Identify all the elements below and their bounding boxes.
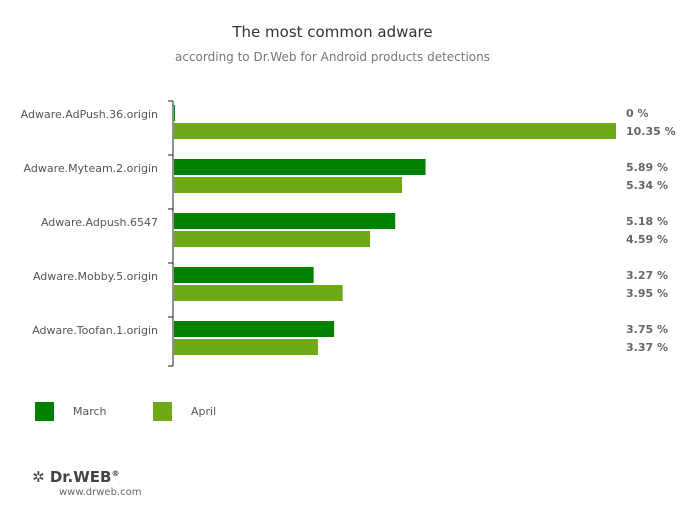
legend-swatch-march <box>35 402 54 421</box>
data-label: 3.27 % <box>626 269 668 282</box>
drweb-logo: ✲ Dr.WEB® <box>32 468 119 486</box>
category-label: Adware.Myteam.2.origin <box>24 162 158 175</box>
data-label: 5.18 % <box>626 215 668 228</box>
brand-name: Dr.WEB <box>49 468 112 486</box>
chart-subtitle: according to Dr.Web for Android products… <box>175 50 490 64</box>
plot-area: Adware.AdPush.36.origin 0 % 10.35 % Adware.… <box>21 100 676 367</box>
data-label: 3.95 % <box>626 287 668 300</box>
bar-march <box>174 213 396 229</box>
category-label: Adware.Adpush.6547 <box>41 216 158 229</box>
data-label: 10.35 % <box>626 125 676 138</box>
bar-april <box>174 231 371 247</box>
category-label: Adware.Toofan.1.origin <box>32 324 158 337</box>
data-label: 0 % <box>626 107 649 120</box>
website-link[interactable]: www.drweb.com <box>59 487 142 498</box>
chart-title: The most common adware <box>232 23 433 41</box>
legend-swatch-april <box>153 402 172 421</box>
bar-march <box>174 105 175 121</box>
bar-april <box>174 123 616 139</box>
bar-march <box>174 159 426 175</box>
spider-icon: ✲ <box>32 468 45 486</box>
category-label: Adware.AdPush.36.origin <box>21 108 158 121</box>
category-label: Adware.Mobby.5.origin <box>33 270 158 283</box>
bar-april <box>174 339 318 355</box>
data-label: 3.75 % <box>626 323 668 336</box>
legend-label-march: March <box>73 405 107 418</box>
registered-mark: ® <box>111 469 120 478</box>
bar-march <box>174 321 335 337</box>
bar-april <box>174 177 403 193</box>
bar-march <box>174 267 314 283</box>
data-label: 4.59 % <box>626 233 668 246</box>
bar-april <box>174 285 343 301</box>
data-label: 5.89 % <box>626 161 668 174</box>
data-label: 5.34 % <box>626 179 668 192</box>
data-label: 3.37 % <box>626 341 668 354</box>
legend-label-april: April <box>191 405 217 418</box>
